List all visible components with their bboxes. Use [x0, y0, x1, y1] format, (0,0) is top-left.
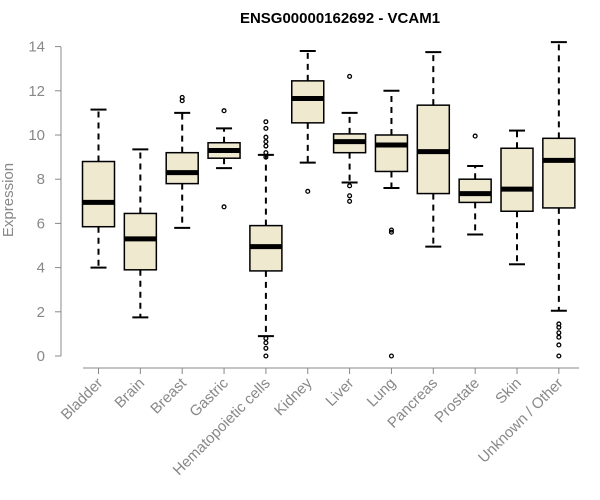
box-group — [81, 108, 116, 269]
outlier-point — [472, 133, 478, 139]
outlier-point — [263, 143, 269, 149]
boxes — [81, 41, 576, 359]
y-tick-label: 0 — [37, 348, 45, 365]
chart-title: ENSG00000162692 - VCAM1 — [240, 10, 440, 27]
outlier-point — [347, 73, 353, 79]
outlier-point — [305, 188, 311, 194]
box-iqr — [291, 80, 325, 124]
y-tick-label: 6 — [37, 215, 45, 232]
box-iqr — [123, 212, 158, 271]
y-tick-label: 10 — [28, 127, 45, 144]
outlier-point — [263, 353, 269, 359]
x-tick-label: Prostate — [431, 375, 483, 427]
box-group — [291, 50, 325, 194]
outlier-point — [388, 227, 395, 233]
outlier-point — [263, 150, 269, 156]
box-group — [416, 51, 451, 248]
y-tick-label: 2 — [37, 304, 45, 321]
box-iqr — [542, 137, 576, 209]
box-group — [165, 94, 199, 229]
box-iqr — [458, 178, 492, 204]
y-axis-label: Expression — [0, 163, 17, 237]
outlier-point — [263, 340, 269, 346]
outlier-point — [221, 108, 227, 114]
x-tick-label: Brain — [111, 375, 148, 412]
outlier-point — [179, 94, 185, 100]
box-group — [123, 148, 158, 319]
y-tick-label: 12 — [28, 83, 45, 100]
outlier-point — [263, 335, 269, 341]
x-tick-label: Liver — [322, 375, 357, 410]
outlier-point — [263, 345, 269, 351]
box-iqr — [165, 151, 199, 185]
outlier-point — [556, 353, 562, 359]
outlier-point — [347, 198, 353, 204]
box-group — [207, 108, 241, 210]
box-group — [374, 89, 409, 359]
box-group — [332, 73, 367, 204]
x-tick-label: Bladder — [58, 375, 107, 424]
x-tick-label: Skin — [492, 375, 525, 408]
outlier-point — [347, 183, 353, 189]
x-tick-label: Breast — [147, 374, 190, 417]
outlier-point — [556, 324, 562, 330]
outlier-point — [263, 154, 269, 160]
outlier-point — [263, 119, 269, 125]
outlier-point — [221, 204, 227, 210]
outlier-point — [388, 353, 395, 359]
y-tick-label: 14 — [28, 39, 45, 56]
box-iqr — [374, 134, 409, 173]
box-group — [542, 41, 576, 359]
outlier-point — [556, 342, 562, 348]
x-tick-label: Kidney — [271, 374, 316, 419]
outlier-point — [263, 139, 269, 145]
outlier-point — [556, 334, 562, 340]
box-group — [249, 119, 283, 359]
box-group — [458, 133, 492, 236]
box-iqr — [81, 160, 116, 228]
outlier-point — [263, 134, 269, 140]
box-group — [500, 129, 534, 266]
y-ticks: 0 2 4 6 8 10 12 14 — [28, 39, 61, 365]
outlier-point — [388, 229, 395, 235]
y-tick-label: 8 — [37, 171, 45, 188]
outlier-point — [263, 125, 269, 131]
y-tick-label: 4 — [37, 260, 45, 277]
outlier-point — [556, 330, 562, 336]
outlier-point — [347, 193, 353, 199]
x-tick-label: Lung — [364, 375, 400, 411]
box-iqr — [500, 147, 534, 212]
